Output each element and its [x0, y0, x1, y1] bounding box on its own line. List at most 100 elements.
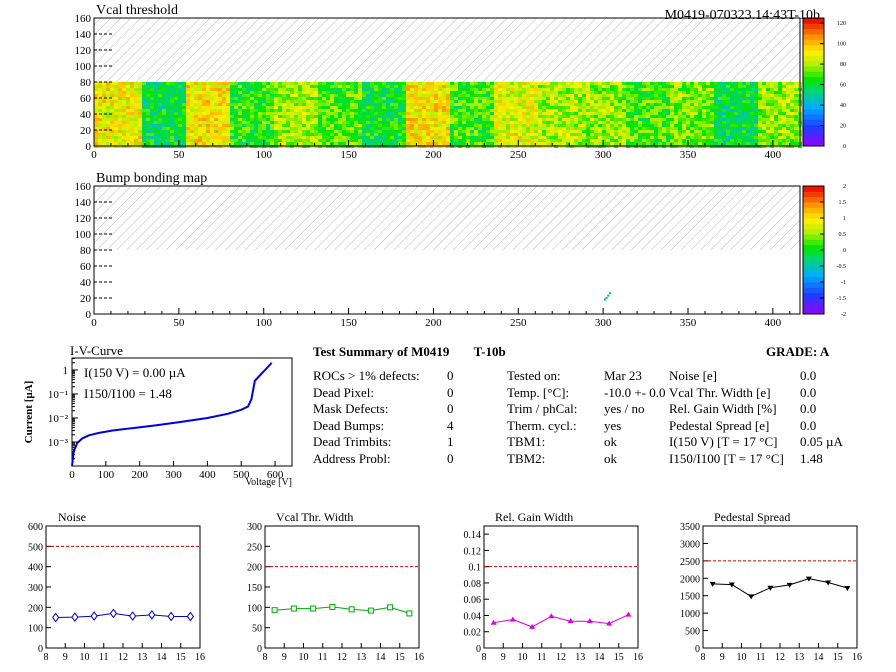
- pixel-cell: [442, 112, 446, 115]
- pixel-cell: [226, 106, 230, 109]
- pixel-cell: [454, 118, 458, 121]
- pixel-cell: [122, 136, 126, 139]
- pixel-cell: [586, 127, 590, 130]
- pixel-cell: [662, 103, 666, 106]
- pixel-cell: [450, 103, 454, 106]
- pixel-cell: [438, 85, 442, 88]
- pixel-cell: [246, 97, 250, 100]
- pixel-cell: [182, 88, 186, 91]
- pixel-cell: [590, 100, 594, 103]
- pixel-cell: [302, 109, 306, 112]
- pixel-cell: [450, 106, 454, 109]
- pixel-cell: [414, 109, 418, 112]
- pixel-cell: [570, 103, 574, 106]
- pixel-cell: [410, 103, 414, 106]
- pixel-cell: [546, 100, 550, 103]
- pixel-cell: [314, 124, 318, 127]
- pixel-cell: [522, 112, 526, 115]
- pixel-cell: [774, 109, 778, 112]
- pixel-cell: [118, 118, 122, 121]
- pixel-cell: [514, 106, 518, 109]
- pixel-cell: [146, 139, 150, 142]
- pixel-cell: [534, 88, 538, 91]
- pixel-cell: [402, 97, 406, 100]
- pixel-cell: [690, 121, 694, 124]
- pixel-cell: [742, 109, 746, 112]
- pixel-cell: [214, 142, 218, 145]
- pixel-cell: [742, 115, 746, 118]
- pixel-cell: [502, 82, 506, 85]
- pixel-cell: [306, 115, 310, 118]
- pixel-cell: [462, 115, 466, 118]
- pixel-cell: [162, 121, 166, 124]
- pixel-cell: [406, 85, 410, 88]
- pixel-cell: [714, 106, 718, 109]
- pixel-cell: [566, 127, 570, 130]
- pixel-cell: [310, 103, 314, 106]
- pixel-cell: [194, 82, 198, 85]
- pixel-cell: [762, 82, 766, 85]
- pixel-cell: [246, 106, 250, 109]
- pixel-cell: [694, 142, 698, 145]
- pixel-cell: [138, 97, 142, 100]
- pixel-cell: [486, 118, 490, 121]
- pixel-cell: [126, 94, 130, 97]
- pixel-cell: [670, 112, 674, 115]
- pixel-cell: [350, 91, 354, 94]
- pixel-cell: [558, 139, 562, 142]
- pixel-cell: [746, 85, 750, 88]
- pixel-cell: [594, 82, 598, 85]
- pixel-cell: [462, 82, 466, 85]
- pixel-cell: [562, 106, 566, 109]
- pixel-cell: [166, 94, 170, 97]
- pixel-cell: [734, 115, 738, 118]
- pixel-cell: [410, 118, 414, 121]
- pixel-cell: [482, 100, 486, 103]
- pixel-cell: [114, 127, 118, 130]
- pixel-cell: [114, 94, 118, 97]
- pixel-cell: [446, 88, 450, 91]
- pixel-cell: [710, 97, 714, 100]
- pixel-cell: [130, 82, 134, 85]
- pixel-cell: [514, 109, 518, 112]
- pixel-cell: [150, 115, 154, 118]
- pixel-cell: [178, 85, 182, 88]
- pixel-cell: [214, 136, 218, 139]
- pixel-cell: [478, 103, 482, 106]
- pixel-cell: [138, 85, 142, 88]
- pixel-cell: [222, 121, 226, 124]
- pixel-cell: [114, 97, 118, 100]
- pixel-cell: [438, 91, 442, 94]
- pixel-cell: [586, 112, 590, 115]
- pixel-cell: [234, 115, 238, 118]
- pixel-cell: [142, 142, 146, 145]
- pixel-cell: [338, 88, 342, 91]
- pixel-cell: [270, 124, 274, 127]
- pixel-cell: [754, 112, 758, 115]
- pixel-cell: [650, 121, 654, 124]
- pixel-cell: [750, 130, 754, 133]
- pixel-cell: [162, 91, 166, 94]
- pixel-cell: [118, 94, 122, 97]
- pixel-cell: [562, 109, 566, 112]
- trend-frame: [264, 525, 420, 649]
- pixel-cell: [650, 91, 654, 94]
- pixel-cell: [714, 85, 718, 88]
- pixel-cell: [578, 97, 582, 100]
- x-tick-label: 11: [537, 652, 547, 663]
- pixel-cell: [666, 88, 670, 91]
- pixel-cell: [194, 139, 198, 142]
- pixel-cell: [538, 109, 542, 112]
- pixel-cell: [246, 124, 250, 127]
- x-tick-label: 10: [737, 652, 747, 663]
- pixel-cell: [142, 139, 146, 142]
- pixel-cell: [354, 127, 358, 130]
- pixel-cell: [118, 139, 122, 142]
- pixel-cell: [470, 118, 474, 121]
- pixel-cell: [482, 139, 486, 142]
- pixel-cell: [138, 121, 142, 124]
- pixel-cell: [366, 103, 370, 106]
- pixel-cell: [638, 133, 642, 136]
- pixel-cell: [614, 100, 618, 103]
- palette-band: [803, 212, 824, 219]
